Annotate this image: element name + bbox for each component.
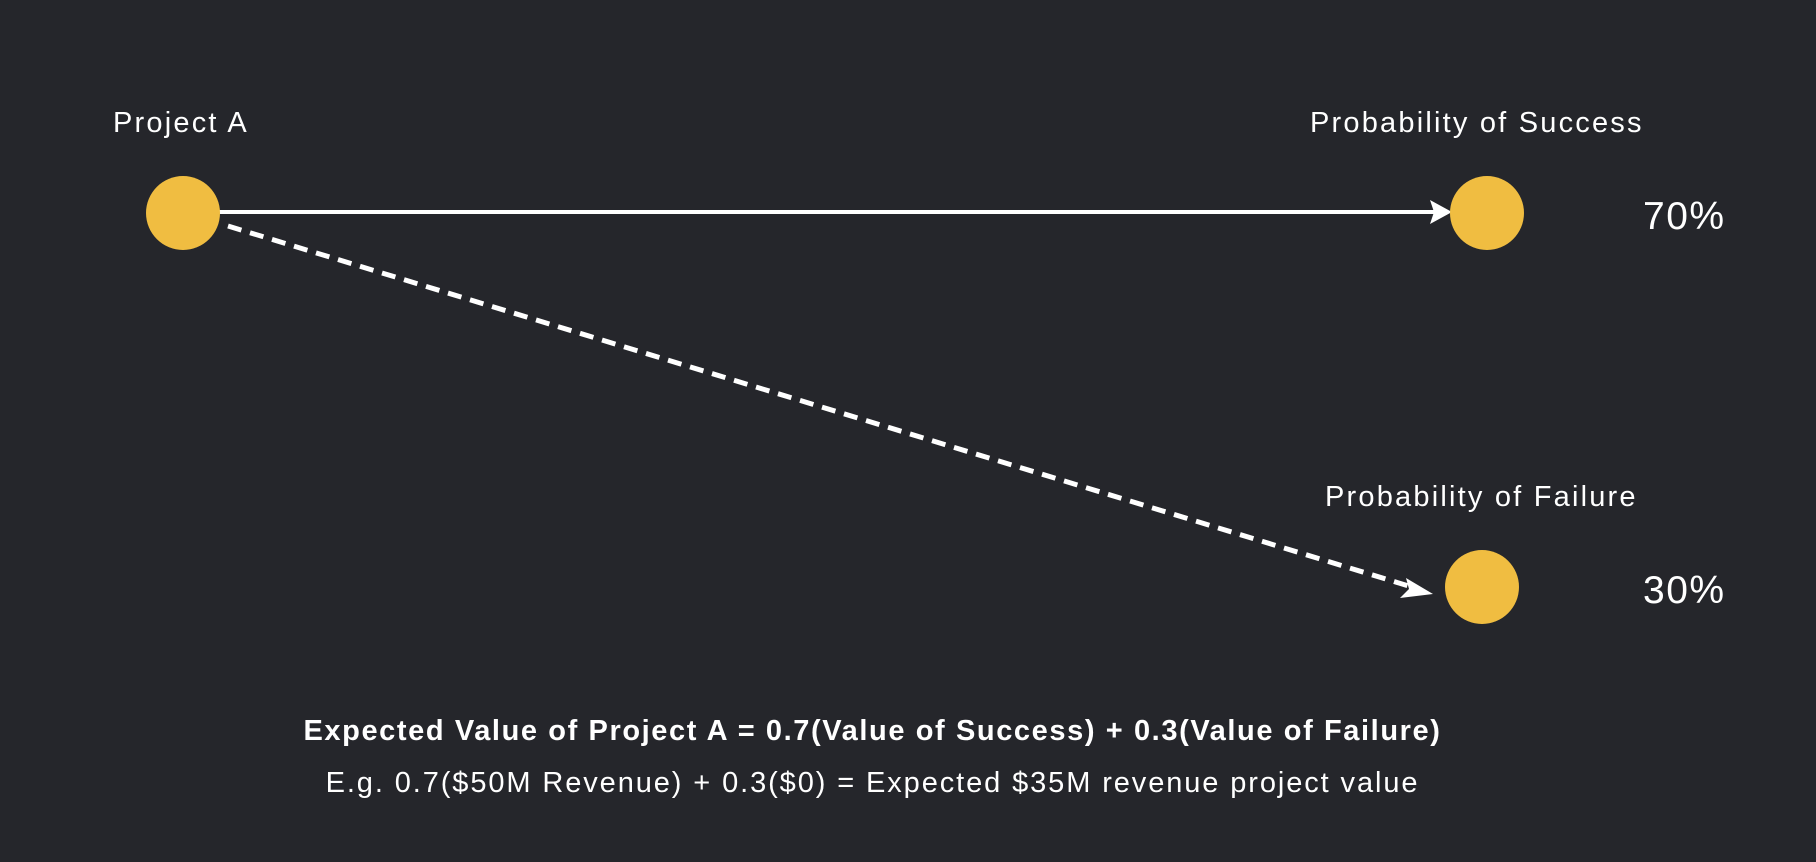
success-arrowhead: [1430, 200, 1452, 224]
project-a-label: Project A: [113, 107, 249, 139]
success-label: Probability of Success: [1310, 107, 1644, 139]
failure-edge: [227, 223, 1413, 590]
failure-arrowhead: [1400, 578, 1433, 598]
expected-value-formula: Expected Value of Project A = 0.7(Value …: [303, 715, 1442, 747]
success-percent: 70%: [1643, 195, 1726, 238]
project-a-node: [146, 176, 220, 250]
failure-label: Probability of Failure: [1325, 481, 1638, 513]
failure-percent: 30%: [1643, 569, 1726, 612]
expected-value-example: E.g. 0.7($50M Revenue) + 0.3($0) = Expec…: [325, 767, 1420, 799]
failure-node: [1445, 550, 1519, 624]
success-node: [1450, 176, 1524, 250]
